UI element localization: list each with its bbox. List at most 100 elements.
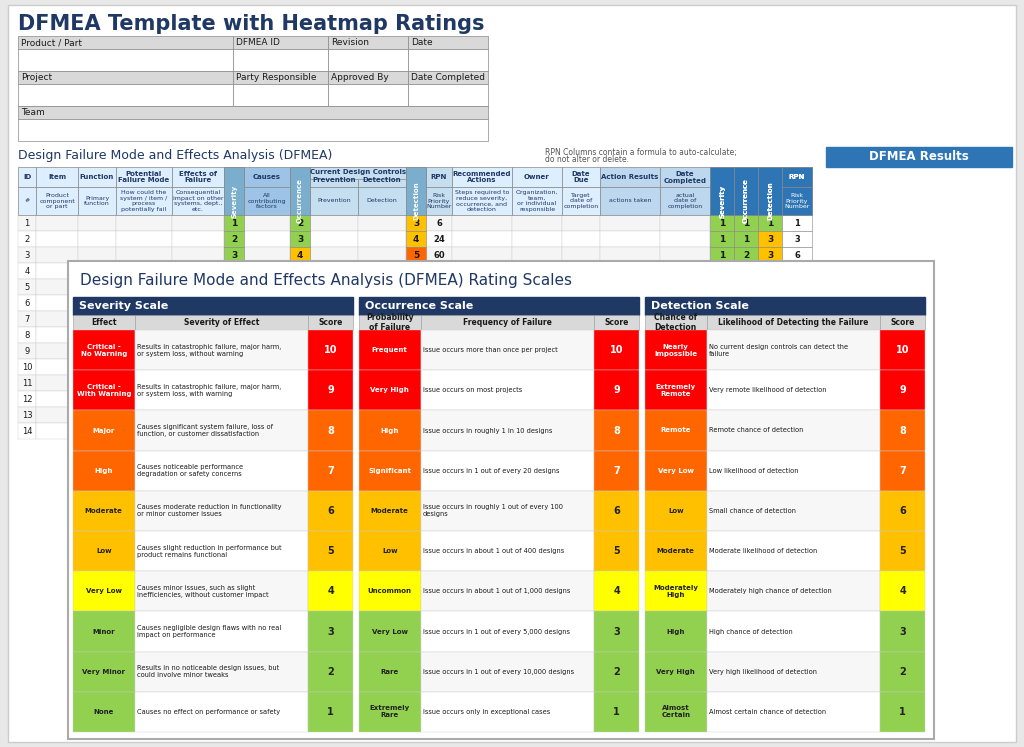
- Text: Team: Team: [22, 108, 45, 117]
- Bar: [452, 231, 512, 247]
- Bar: [758, 263, 782, 279]
- Text: High: High: [381, 427, 399, 433]
- Text: 24: 24: [433, 347, 444, 356]
- Bar: [782, 311, 812, 327]
- Bar: [358, 343, 406, 359]
- Text: Moderate likelihood of detection: Moderate likelihood of detection: [709, 548, 817, 554]
- Text: 4: 4: [719, 347, 725, 356]
- Bar: [782, 215, 812, 231]
- Bar: [707, 692, 881, 732]
- Bar: [452, 327, 512, 343]
- Text: Moderate: Moderate: [371, 508, 409, 514]
- Bar: [562, 391, 600, 407]
- Text: 2: 2: [742, 362, 750, 371]
- Bar: [452, 167, 512, 187]
- Bar: [881, 450, 925, 491]
- Bar: [359, 651, 421, 692]
- Bar: [734, 279, 758, 295]
- Bar: [782, 279, 812, 295]
- Text: 60: 60: [433, 267, 444, 276]
- Bar: [734, 391, 758, 407]
- Bar: [233, 49, 328, 71]
- Bar: [358, 375, 406, 391]
- Bar: [734, 279, 758, 295]
- Text: 2: 2: [25, 235, 30, 244]
- Bar: [758, 167, 782, 187]
- Bar: [782, 327, 812, 343]
- Text: 1: 1: [719, 219, 725, 228]
- Bar: [710, 295, 734, 311]
- Bar: [244, 407, 290, 423]
- Bar: [512, 231, 562, 247]
- Text: 7: 7: [328, 465, 334, 476]
- Bar: [172, 343, 224, 359]
- Text: 4: 4: [742, 267, 750, 276]
- Bar: [881, 651, 925, 692]
- Bar: [452, 279, 512, 295]
- Bar: [310, 263, 358, 279]
- Bar: [172, 327, 224, 343]
- Bar: [224, 215, 244, 231]
- Text: DFMEA Template with Heatmap Ratings: DFMEA Template with Heatmap Ratings: [18, 14, 484, 34]
- Text: Low likelihood of detection: Low likelihood of detection: [709, 468, 798, 474]
- Text: 1: 1: [899, 707, 906, 717]
- Text: 8: 8: [899, 426, 906, 436]
- Bar: [18, 36, 233, 49]
- Text: All
contributing
factors: All contributing factors: [248, 193, 287, 209]
- Text: 3: 3: [767, 330, 773, 339]
- Text: Very Low: Very Low: [86, 589, 122, 595]
- Bar: [36, 263, 78, 279]
- Bar: [660, 263, 710, 279]
- Text: Owner: Owner: [524, 174, 550, 180]
- Text: 9: 9: [899, 385, 906, 395]
- Bar: [562, 327, 600, 343]
- Bar: [224, 423, 244, 439]
- Text: 2: 2: [230, 235, 238, 244]
- Bar: [408, 84, 488, 106]
- Bar: [645, 611, 707, 651]
- Bar: [734, 423, 758, 439]
- Bar: [73, 611, 134, 651]
- Bar: [782, 375, 812, 391]
- Bar: [758, 279, 782, 295]
- Bar: [36, 391, 78, 407]
- Text: 3: 3: [413, 219, 419, 228]
- Bar: [406, 423, 426, 439]
- Bar: [734, 263, 758, 279]
- Bar: [710, 279, 734, 295]
- Bar: [452, 263, 512, 279]
- Bar: [224, 423, 244, 439]
- Text: 336: 336: [788, 299, 806, 308]
- Bar: [660, 247, 710, 263]
- Bar: [707, 571, 881, 611]
- Text: None: None: [93, 709, 114, 715]
- Bar: [594, 491, 639, 531]
- Bar: [172, 295, 224, 311]
- Bar: [660, 295, 710, 311]
- Text: 6: 6: [436, 219, 442, 228]
- Text: Severity Scale: Severity Scale: [79, 301, 168, 311]
- Bar: [224, 375, 244, 391]
- Bar: [224, 359, 244, 375]
- Bar: [645, 571, 707, 611]
- Bar: [406, 231, 426, 247]
- Bar: [562, 359, 600, 375]
- Bar: [710, 375, 734, 391]
- Bar: [426, 407, 452, 423]
- Bar: [782, 359, 812, 375]
- Text: Moderately
High: Moderately High: [653, 585, 698, 598]
- Bar: [707, 450, 881, 491]
- Text: Consequential
impact on other
systems, dept.,
etc.: Consequential impact on other systems, d…: [173, 190, 223, 212]
- Bar: [512, 343, 562, 359]
- Text: Critical -
No Warning: Critical - No Warning: [81, 344, 127, 356]
- Text: Major: Major: [93, 427, 115, 433]
- Bar: [782, 247, 812, 263]
- Bar: [452, 247, 512, 263]
- Bar: [224, 263, 244, 279]
- Bar: [600, 343, 660, 359]
- Bar: [710, 407, 734, 423]
- Bar: [358, 391, 406, 407]
- Bar: [512, 391, 562, 407]
- Bar: [310, 343, 358, 359]
- Text: Causes: Causes: [253, 174, 281, 180]
